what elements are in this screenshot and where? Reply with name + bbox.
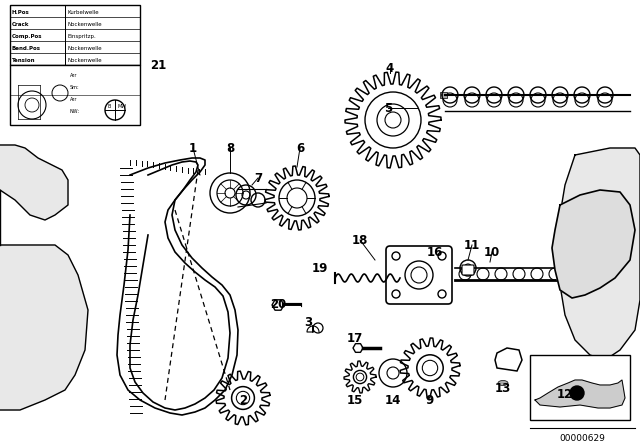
Bar [10, 5, 140, 65]
Polygon shape [552, 190, 635, 298]
Text: Kurbelwelle: Kurbelwelle [67, 10, 99, 15]
Text: Tension: Tension [12, 58, 35, 63]
Text: Arr: Arr [70, 97, 77, 102]
Text: 17: 17 [347, 332, 363, 345]
Text: 3: 3 [304, 316, 312, 329]
Text: MW: MW [117, 104, 126, 109]
FancyBboxPatch shape [386, 246, 452, 304]
Text: 16: 16 [427, 246, 443, 258]
Text: 9: 9 [426, 393, 434, 406]
Bar [440, 92, 447, 98]
Text: 20: 20 [270, 298, 286, 311]
Text: 4: 4 [386, 61, 394, 74]
Polygon shape [0, 245, 88, 410]
Circle shape [570, 386, 584, 400]
Ellipse shape [498, 380, 508, 385]
Text: 14: 14 [385, 393, 401, 406]
Text: 8: 8 [226, 142, 234, 155]
Text: Nockenwelle: Nockenwelle [67, 22, 102, 27]
Text: Bend.Pos: Bend.Pos [12, 46, 41, 51]
Polygon shape [535, 380, 625, 408]
Text: Crack: Crack [12, 22, 29, 27]
Text: 13: 13 [495, 382, 511, 395]
Text: 11: 11 [464, 238, 480, 251]
Text: 15: 15 [347, 393, 363, 406]
Text: NW:: NW: [70, 109, 80, 114]
Text: 6: 6 [296, 142, 304, 155]
Text: 7: 7 [254, 172, 262, 185]
Bar [10, 65, 140, 125]
Text: Einspritzp.: Einspritzp. [67, 34, 96, 39]
Text: 2: 2 [239, 393, 247, 406]
Text: 12: 12 [557, 388, 573, 401]
Text: Arr: Arr [70, 73, 77, 78]
Text: 1: 1 [189, 142, 197, 155]
FancyBboxPatch shape [462, 265, 474, 275]
Text: 5: 5 [384, 102, 392, 115]
Polygon shape [0, 145, 68, 220]
Polygon shape [558, 148, 640, 360]
Text: Comp.Pos: Comp.Pos [12, 34, 42, 39]
Text: 19: 19 [312, 262, 328, 275]
Text: 00000629: 00000629 [559, 434, 605, 443]
Bar [530, 355, 630, 420]
Text: Nockenwelle: Nockenwelle [67, 46, 102, 51]
Text: Sm:: Sm: [70, 85, 79, 90]
Text: 18: 18 [352, 233, 368, 246]
Text: B: B [107, 104, 110, 109]
Text: 21: 21 [150, 59, 166, 72]
Text: 10: 10 [484, 246, 500, 258]
Text: Nockenwelle: Nockenwelle [67, 58, 102, 63]
Text: H.Pos: H.Pos [12, 10, 29, 15]
